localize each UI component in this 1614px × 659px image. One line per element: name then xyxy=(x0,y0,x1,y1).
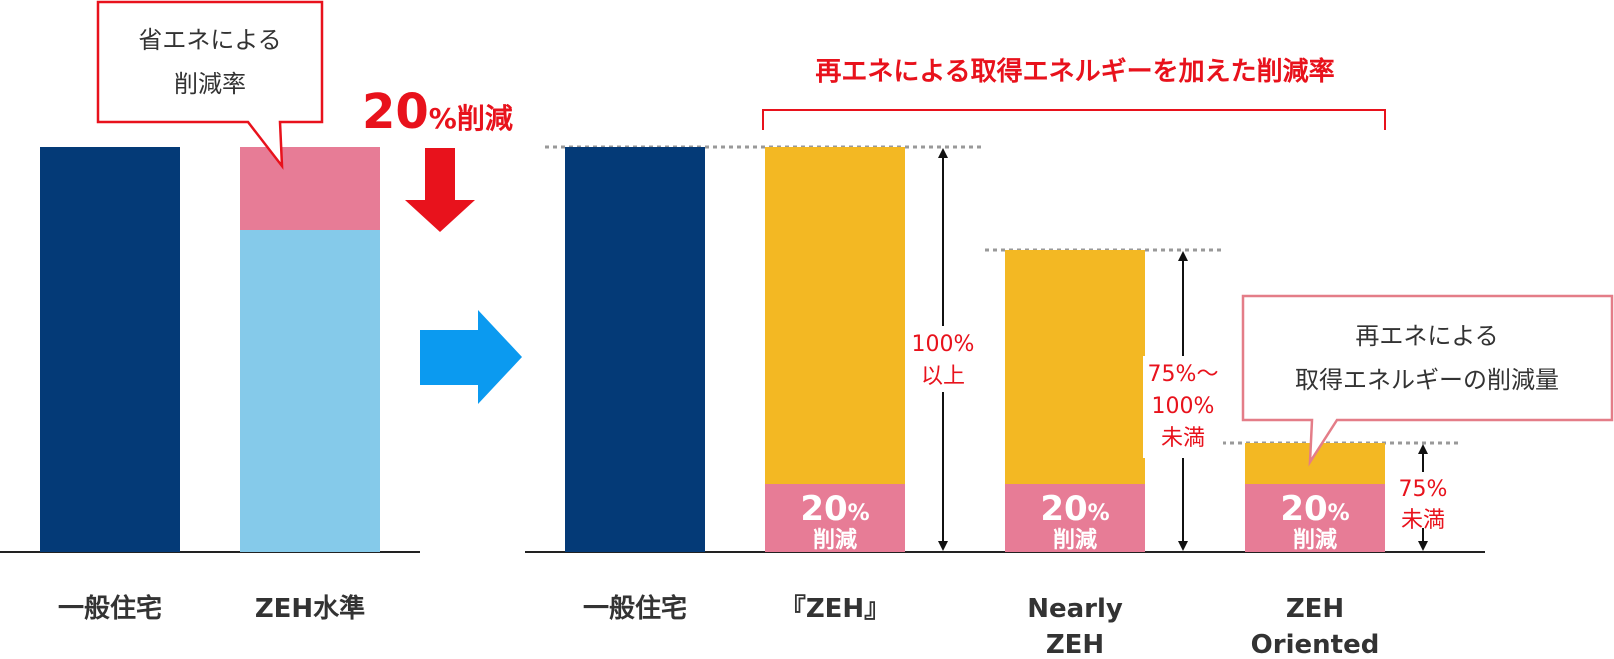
range-label-bg-zeh-oriented xyxy=(1392,474,1454,528)
left-zeh-level-reduction-bar xyxy=(240,147,380,230)
right-label-zeh-oriented-line1: ZEH xyxy=(1286,594,1344,624)
zeh-reduction-word: 削減 xyxy=(813,528,857,553)
right-label-zeh: 『ZEH』 xyxy=(780,593,890,624)
left-general-house-bar xyxy=(40,147,180,552)
left-callout-line2: 削減率 xyxy=(174,70,246,98)
right-label-nearly-zeh-line2: ZEH xyxy=(1046,630,1104,659)
right-callout-line2: 取得エネルギーの削減量 xyxy=(1295,366,1559,394)
red-down-arrow-icon xyxy=(405,148,475,232)
zeh-oriented-reduction-bar xyxy=(1245,484,1385,552)
left-callout-box xyxy=(96,0,324,170)
zeh-reduction-bar xyxy=(765,484,905,552)
right-callout-box xyxy=(1241,294,1614,467)
range-label-bg-nearly-zeh xyxy=(1143,356,1223,458)
range-label-nearly-zeh-line1: 75%〜 xyxy=(1148,362,1219,387)
right-bracket xyxy=(762,109,1386,130)
range-label-zeh-line2: 以上 xyxy=(921,364,965,389)
range-label-zeh-line1: 100% xyxy=(912,332,975,357)
right-label-general-house: 一般住宅 xyxy=(583,593,687,624)
left-label-zeh-level: ZEH水準 xyxy=(255,593,365,624)
nearly-zeh-reduction-bar xyxy=(1005,484,1145,552)
nearly-zeh-reduction-percent: 20% xyxy=(1040,489,1109,529)
range-label-nearly-zeh-line2: 100% xyxy=(1152,394,1215,419)
zeh-oriented-reduction-percent: 20% xyxy=(1280,489,1349,529)
blue-right-arrow-icon xyxy=(420,310,522,404)
right-label-nearly-zeh-line1: Nearly xyxy=(1027,594,1123,624)
zeh-oriented-reduction-word: 削減 xyxy=(1293,528,1337,553)
range-label-bg-zeh xyxy=(910,326,976,392)
right-bracket-title: 再エネによる取得エネルギーを加えた削減率 xyxy=(815,56,1334,87)
nearly-zeh-reduction-word: 削減 xyxy=(1053,528,1097,553)
range-label-zeh-oriented-line2: 未満 xyxy=(1401,508,1445,533)
left-zeh-level-consumption-bar xyxy=(240,230,380,552)
nearly-zeh-renewable-bar xyxy=(1005,250,1145,484)
right-general-house-bar xyxy=(565,147,705,552)
right-callout-line1: 再エネによる xyxy=(1355,322,1498,350)
left-label-general-house: 一般住宅 xyxy=(58,593,162,624)
right-label-zeh-oriented-line2: Oriented xyxy=(1251,630,1380,659)
zeh-reduction-percent: 20% xyxy=(800,489,869,529)
left-callout-line1: 省エネによる xyxy=(138,26,281,54)
left-headline-unit: %削減 xyxy=(429,102,513,135)
range-label-zeh-oriented-line1: 75% xyxy=(1399,477,1448,502)
left-headline: 20%削減 xyxy=(362,84,513,140)
zeh-renewable-bar xyxy=(765,147,905,484)
left-headline-value: 20 xyxy=(362,84,429,140)
range-label-nearly-zeh-line3: 未満 xyxy=(1161,426,1205,451)
